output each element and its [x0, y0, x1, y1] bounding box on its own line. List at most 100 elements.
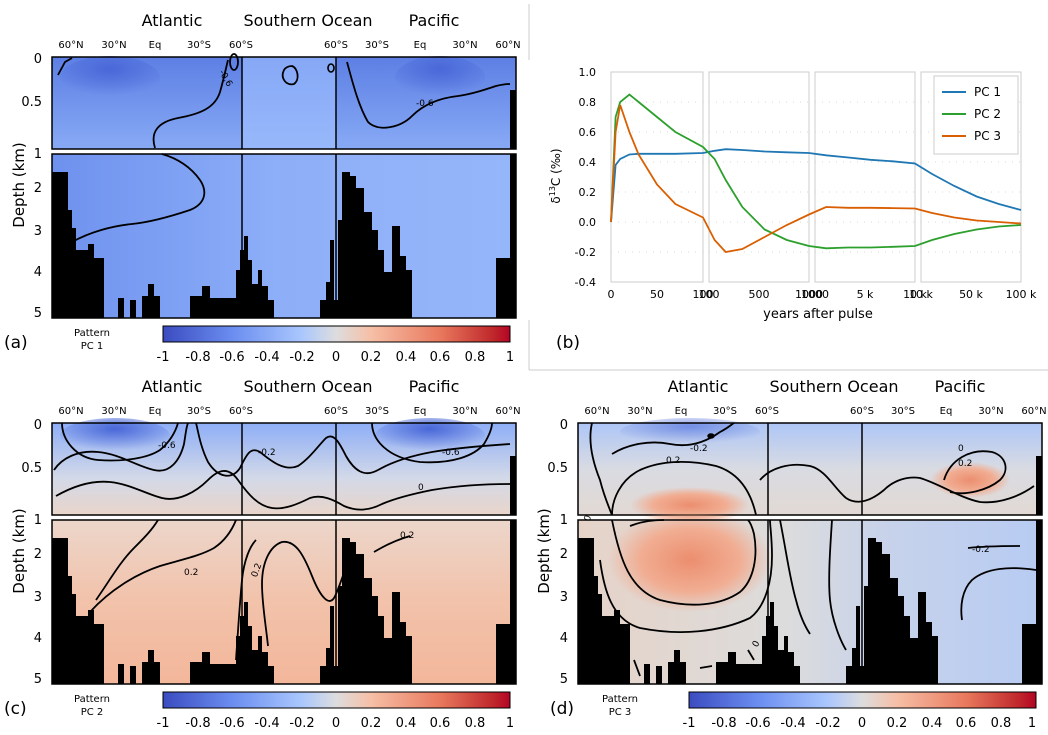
latitude-ticks: 60°N 30°N Eq 30°S 60°S 60°S 30°S Eq 30°N… [58, 40, 520, 51]
depth-tick: 0.5 [21, 95, 42, 110]
contour-line [611, 519, 757, 606]
minimum-blob [395, 56, 485, 100]
colorbar-tick: 0.6 [430, 716, 451, 731]
lower-section-c: 0.2 0.2 0.2 [51, 519, 517, 685]
legend-label: PC 2 [974, 107, 1001, 121]
lat-tick: 60°S [324, 406, 348, 417]
pattern-label: Pattern [74, 694, 110, 705]
colorbar-tick: -1 [683, 716, 696, 731]
depth-tick: 1 [560, 513, 568, 528]
contour-line [61, 422, 179, 462]
depth-tick: 0 [560, 418, 568, 433]
contour-label: 0 [418, 483, 424, 493]
contour-line [57, 57, 73, 76]
section-frame [51, 422, 517, 516]
section-frame [51, 519, 517, 685]
lat-tick: 30°S [187, 406, 211, 417]
land-mask [578, 538, 630, 684]
deep-field [52, 154, 516, 318]
colorbar-ticks: -1 -0.8 -0.6 -0.4 -0.2 0 0.2 0.4 0.6 0.8… [683, 716, 1037, 731]
depth-tick: 4 [34, 631, 42, 646]
lat-tick: 30°N [627, 406, 652, 417]
land-mask [1036, 456, 1042, 515]
colorbar-tick: 1 [1028, 716, 1036, 731]
colorbar-tick: -0.2 [289, 716, 314, 731]
land-mask [118, 664, 136, 684]
pattern-label: Pattern [74, 328, 110, 339]
series-line-pc1 [610, 148, 1022, 223]
panel-label-d: (d) [550, 699, 574, 719]
x-tick: 100 [693, 288, 714, 301]
colorbar-tick: 0.8 [465, 350, 486, 365]
southern-ocean-field [242, 57, 336, 149]
colorbar-tick: -0.2 [289, 350, 314, 365]
y-tick: 0.2 [579, 186, 597, 199]
contour-line [599, 519, 773, 633]
basin-label-pacific: Pacific [409, 11, 460, 30]
lat-tick: 60°N [1021, 406, 1046, 417]
basin-label-pacific: Pacific [409, 377, 460, 396]
x-tick: 50 k [959, 288, 983, 301]
contour-line [152, 59, 229, 149]
land-mask [510, 456, 516, 515]
depth-tick: 3 [560, 590, 568, 605]
colorbar-tick: 0.4 [922, 716, 943, 731]
colorbar-tick: -0.8 [711, 716, 736, 731]
depth-tick: 3 [34, 590, 42, 605]
contour-line [89, 519, 237, 613]
basin-label-southern-ocean: Southern Ocean [243, 377, 372, 396]
colorbar-tick: 0 [332, 350, 340, 365]
colorbar-ticks: -1 -0.8 -0.6 -0.4 -0.2 0 0.2 0.4 0.6 0.8… [157, 350, 515, 365]
land-mask [52, 172, 104, 318]
upper-section-d: -0.2 0.2 0 0.2 [577, 418, 1043, 523]
lat-tick: 60°N [58, 406, 83, 417]
contour-line [960, 567, 1037, 621]
colorbar-tick: -0.6 [745, 716, 770, 731]
x-tick: 1000 [795, 288, 823, 301]
colorbar-d [688, 691, 1037, 709]
lat-tick: Eq [414, 406, 427, 417]
contour-line [967, 545, 1021, 549]
land-mask [142, 284, 160, 318]
contour-label: 0 [958, 444, 964, 454]
y-tick: 0.8 [579, 96, 597, 109]
basin-label-pacific: Pacific [935, 377, 986, 396]
lat-tick: 30°S [891, 406, 915, 417]
lat-tick: 30°S [365, 406, 389, 417]
lat-tick: 60°N [584, 406, 609, 417]
x-tick: 0 [608, 288, 615, 301]
contour-label: 0.2 [184, 568, 198, 578]
lat-tick: 30°N [452, 406, 477, 417]
contour-line [371, 422, 493, 464]
colorbar-tick: -1 [157, 716, 170, 731]
contour-label: 0.2 [250, 562, 264, 579]
y-axis-ticks: 1.0 0.8 0.6 0.4 0.2 0.0 -0.2 -0.4 [575, 66, 596, 289]
minimum-blob [60, 56, 160, 100]
contour-line [261, 541, 351, 647]
basin-label-atlantic: Atlantic [142, 377, 203, 396]
contour-line [53, 422, 189, 472]
depth-tick: 3 [34, 224, 42, 239]
colorbar-ticks: -1 -0.8 -0.6 -0.4 -0.2 0 0.2 0.4 0.6 0.8… [157, 716, 515, 731]
depth-tick: 0 [34, 418, 42, 433]
land-mask [846, 538, 938, 684]
contour-label: 0.2 [400, 531, 414, 541]
contour-line [707, 433, 715, 439]
colorbar-tick: 0.8 [465, 716, 486, 731]
colorbar-tick: 1 [506, 350, 514, 365]
contour-line [828, 519, 847, 651]
depth-tick: 0 [34, 52, 42, 67]
contour-label: -0.2 [258, 448, 276, 458]
colorbar-tick: 0.2 [361, 350, 382, 365]
x-tick: 500 [749, 288, 770, 301]
depth-ticks: 0 0.5 1 2 3 4 5 [21, 52, 42, 321]
y-tick: 1.0 [579, 66, 597, 79]
depth-tick: 1 [34, 147, 42, 162]
y-tick: -0.4 [575, 276, 596, 289]
basin-label-southern-ocean: Southern Ocean [769, 377, 898, 396]
contour-line [779, 519, 811, 635]
contour-label: -0.6 [416, 99, 434, 109]
depth-tick: 4 [560, 631, 568, 646]
series-line-pc2 [610, 93, 1022, 250]
